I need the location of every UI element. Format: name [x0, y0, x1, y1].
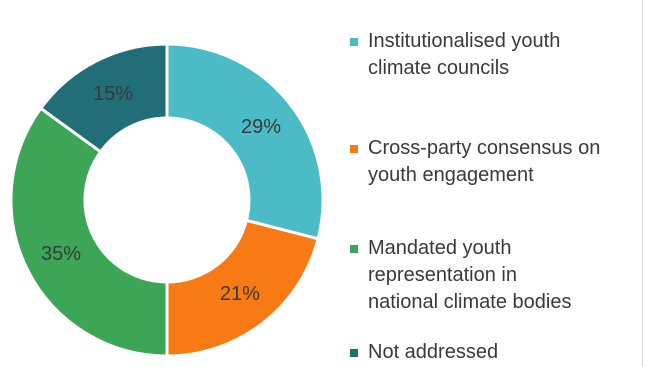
slice-mandated-representation: [9, 106, 169, 358]
slice-percent-label: 35%: [41, 243, 81, 265]
slice-percent-label: 15%: [93, 83, 133, 105]
slice-percent-label: 29%: [241, 116, 281, 138]
legend-label-line: climate councils: [368, 57, 510, 79]
legend-label-line: Institutionalised youth: [368, 30, 561, 52]
chart-legend: Institutionalised youth climate councils…: [350, 0, 645, 367]
legend-label-line: youth engagement: [368, 164, 534, 186]
legend-label-line: Cross-party consensus on: [368, 137, 601, 159]
slice-institutionalised-councils: [165, 42, 325, 241]
legend-label-line: national climate bodies: [368, 291, 572, 313]
legend-label-line: Not addressed: [368, 341, 499, 363]
slice-percent-label: 21%: [220, 283, 260, 305]
legend-swatch: [350, 145, 358, 153]
legend-swatch: [350, 245, 358, 253]
legend-label-line: representation in: [368, 264, 517, 286]
legend-label-line: Mandated youth: [368, 237, 512, 259]
panel-divider: [642, 0, 643, 367]
legend-swatch: [350, 349, 358, 357]
legend-swatch: [350, 38, 358, 46]
slice-not-addressed: [38, 42, 169, 154]
slice-cross-party-consensus: [165, 218, 320, 358]
